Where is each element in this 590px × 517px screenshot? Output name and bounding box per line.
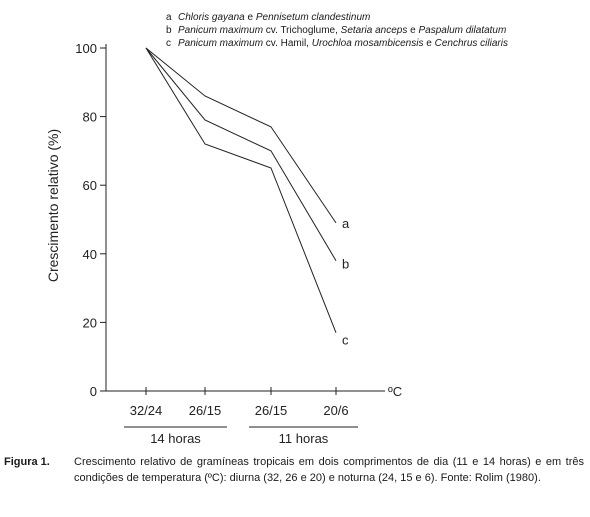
x-tick-label: 20/6 [323, 403, 348, 418]
group-label: 11 horas [279, 431, 329, 446]
legend-text: Urochloa mosambicensis [311, 38, 424, 49]
legend-entry-c: c Panicum maximum cv. Hamil, Urochloa mos… [166, 37, 508, 50]
legend-text: Cenchrus ciliaris [434, 38, 508, 49]
x-axis-title: ºC [388, 384, 402, 399]
x-tick-label: 32/24 [130, 403, 163, 418]
y-tick-label: 0 [90, 384, 97, 399]
figure-label: Figura 1. [4, 456, 50, 468]
y-tick-label: 40 [83, 247, 97, 262]
legend-key: a [166, 12, 172, 23]
legend-text: Panicum maximum [178, 38, 264, 49]
y-axis-title: Crescimento relativo (%) [45, 129, 61, 282]
legend-text: cv. Hamil, [263, 38, 312, 49]
legend-key: c [166, 38, 171, 49]
group-label: 14 horas [150, 431, 201, 446]
figure-caption: Figura 1. Crescimento relativo de gramín… [4, 454, 584, 486]
y-tick-label: 60 [83, 178, 97, 193]
series-line-a [145, 47, 337, 224]
y-tick-label: 100 [75, 41, 97, 56]
legend-text: Paspalum dilatatum [418, 25, 507, 36]
legend-text: cv. Trichoglume, [263, 25, 341, 36]
series-label-b: b [342, 257, 349, 272]
legend-text: e [423, 38, 435, 49]
legend-entry-b: b Panicum maximum cv. Trichoglume, Setari… [166, 24, 508, 37]
x-tick-label: 26/15 [189, 403, 222, 418]
legend-text: e [407, 25, 419, 36]
series-line-b [145, 47, 337, 261]
line-chart: 0 20 40 60 80 100 32/24 26/15 26/15 20/6 14 horas 1… [45, 41, 402, 446]
y-tick-label: 20 [83, 315, 97, 330]
legend-text: Setaria anceps [340, 25, 408, 36]
legend-text: Chloris gayana [178, 12, 245, 23]
legend-entry-a: a Chloris gayana e Pennisetum clandestinu… [166, 11, 508, 24]
x-tick-label: 26/15 [255, 403, 288, 418]
y-tick-label: 80 [83, 110, 97, 125]
series-line-c [145, 47, 337, 333]
legend-text: e [244, 12, 256, 23]
chart-legend: a Chloris gayana e Pennisetum clandestinu… [166, 11, 508, 50]
caption-text: Crescimento relativo de gramíneas tropic… [74, 456, 584, 484]
legend-text: Panicum maximum [178, 25, 264, 36]
legend-key: b [166, 25, 172, 36]
legend-text: Pennisetum clandestinum [255, 12, 371, 23]
series-label-a: a [342, 216, 350, 231]
series-label-c: c [342, 333, 349, 348]
